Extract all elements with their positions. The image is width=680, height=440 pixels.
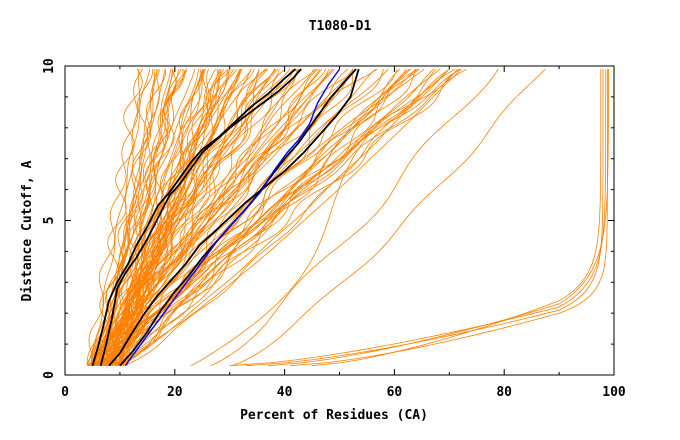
x-tick-label: 0 xyxy=(61,385,69,400)
model-curve xyxy=(104,68,420,367)
x-tick-label: 20 xyxy=(167,385,183,400)
model-curve xyxy=(118,68,407,366)
model-curve xyxy=(87,68,260,366)
model-curve xyxy=(210,68,499,367)
model-curve xyxy=(88,68,144,366)
y-axis-label: Distance Cutoff, A xyxy=(20,160,35,301)
model-curve xyxy=(119,68,450,366)
model-curve xyxy=(117,68,315,366)
series-line-black xyxy=(91,68,297,366)
x-axis-label: Percent of Residues (CA) xyxy=(240,408,428,423)
model-curve xyxy=(117,68,222,366)
model-curve xyxy=(100,68,357,366)
model-curve xyxy=(97,68,176,366)
model-curve xyxy=(190,68,441,367)
model-curve xyxy=(118,68,450,367)
model-curve xyxy=(116,68,461,366)
model-curve xyxy=(91,68,143,366)
model-curve xyxy=(101,69,228,366)
series-line-black xyxy=(99,68,302,366)
model-curve xyxy=(90,68,334,366)
model-curve xyxy=(108,69,280,366)
model-curve xyxy=(107,69,204,366)
series-line-black xyxy=(108,68,360,367)
highlight-curves xyxy=(91,68,360,367)
model-curve xyxy=(97,68,467,366)
model-curve xyxy=(110,69,220,366)
model-curve xyxy=(110,68,349,366)
model-curve xyxy=(120,68,401,367)
model-curve xyxy=(118,69,171,366)
model-curve xyxy=(97,68,321,366)
model-curve-outlier xyxy=(312,69,602,367)
model-curve xyxy=(96,68,398,366)
x-tick-label: 80 xyxy=(496,385,512,400)
model-curve xyxy=(92,68,354,367)
model-curve-outlier xyxy=(229,69,607,367)
y-tick-label: 5 xyxy=(42,217,57,225)
model-curve xyxy=(231,68,546,367)
model-curve xyxy=(90,69,151,366)
x-tick-label: 60 xyxy=(387,385,403,400)
x-tick-label: 100 xyxy=(602,385,626,400)
model-curve-outlier xyxy=(246,69,604,367)
y-tick-label: 0 xyxy=(42,371,57,379)
model-curve-outlier xyxy=(290,69,608,367)
x-tick-label: 40 xyxy=(277,385,293,400)
model-curve xyxy=(94,68,330,366)
model-curve xyxy=(117,68,417,367)
model-curve xyxy=(92,68,356,366)
chart-title: T1080-D1 xyxy=(309,19,372,34)
series-line-blue xyxy=(124,68,341,367)
y-tick-label: 10 xyxy=(42,58,57,74)
model-curve xyxy=(96,68,461,367)
model-curve xyxy=(99,68,196,366)
model-curve xyxy=(113,68,317,366)
model-curve xyxy=(89,68,204,366)
model-curves xyxy=(86,68,609,367)
model-curve xyxy=(86,69,299,366)
model-curve xyxy=(116,68,410,366)
axes: 0 20 40 60 80 100 0 5 10 xyxy=(42,58,626,400)
model-curve xyxy=(100,68,188,366)
model-curve xyxy=(108,68,462,367)
model-curve xyxy=(95,68,243,366)
